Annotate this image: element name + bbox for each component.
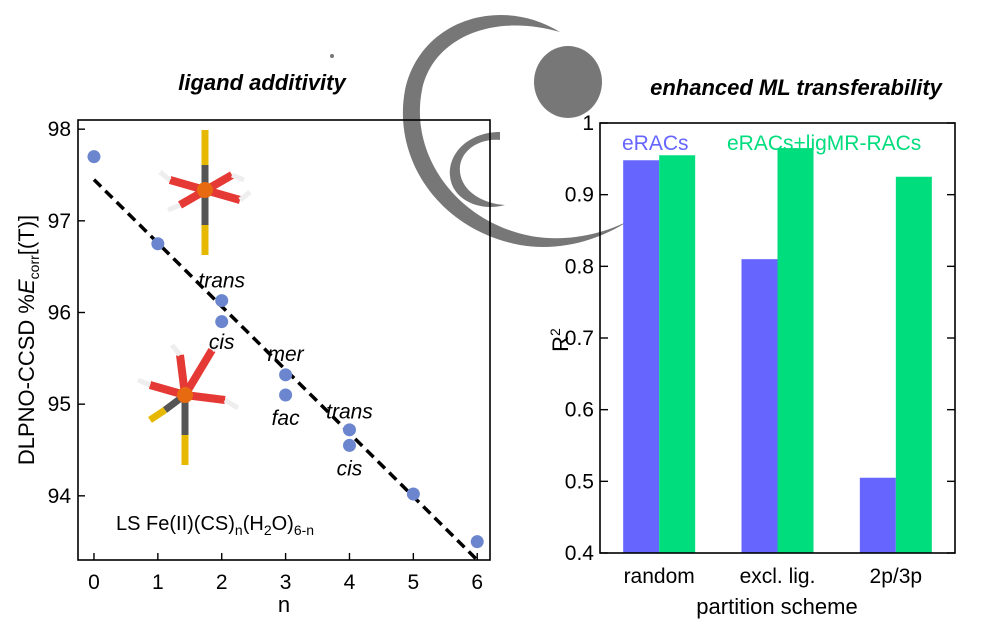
scatter-x-tick-label: 5 — [408, 571, 420, 594]
bar-y-tick-label: 1 — [582, 112, 594, 135]
bar-y-tick-label: 0.6 — [565, 399, 594, 422]
bar-y-tick-label: 0.4 — [565, 542, 595, 565]
logo-speck — [330, 54, 334, 58]
isomer-label: trans — [198, 269, 245, 292]
bar-category-label: random — [624, 565, 695, 588]
bar-y-tick-label: 0.7 — [565, 327, 594, 350]
scatter-x-axis-title: n — [278, 592, 290, 617]
bar-x-ticks: random excl. lig. 2p/3p — [624, 565, 923, 588]
legend-item-eRACs-ligMR-RACs: eRACs+ligMR-RACs — [727, 132, 921, 155]
isomer-label: trans — [326, 401, 373, 424]
scatter-y-tick-label: 96 — [48, 302, 71, 325]
scatter-x-tick-label: 2 — [216, 571, 228, 594]
bar-series — [623, 148, 932, 554]
isomer-labels: trans cis mer fac trans cis — [198, 269, 373, 480]
scatter-plot-frame — [77, 119, 491, 561]
scatter-y-tick-label: 97 — [48, 210, 71, 233]
scatter-x-tick-label: 3 — [280, 571, 292, 594]
bar-y-ticks: 0.4 0.5 0.6 0.7 0.8 0.9 1 — [565, 112, 955, 565]
scatter-point — [279, 388, 293, 402]
bar-eRACs — [859, 477, 896, 553]
bar-x-axis-title: partition scheme — [696, 594, 857, 619]
scatter-point — [470, 535, 484, 549]
bar-category-label: 2p/3p — [870, 565, 923, 588]
isomer-label: cis — [209, 331, 235, 354]
scatter-x-ticks: 0 1 2 3 4 5 6 — [88, 553, 483, 594]
bar-eRACs — [623, 160, 660, 553]
scatter-point — [215, 315, 229, 329]
swirl-logo — [330, 14, 630, 248]
trans-molecule-image — [158, 130, 252, 255]
bar-y-tick-label: 0.9 — [565, 184, 594, 207]
bar-eRACs — [741, 259, 778, 553]
scatter-chart: 0 1 2 3 4 5 6 94 95 96 97 98 — [14, 118, 491, 617]
bar-y-tick-label: 0.8 — [565, 255, 594, 278]
bar-category-label: excl. lig. — [740, 565, 816, 588]
scatter-point — [87, 150, 101, 164]
scatter-x-tick-label: 6 — [471, 571, 483, 594]
bar-eRACs-ligMR-RACs — [895, 176, 932, 553]
scatter-x-tick-label: 4 — [344, 571, 356, 594]
scatter-x-tick-label: 1 — [152, 571, 164, 594]
scatter-point — [279, 368, 293, 382]
scatter-y-tick-label: 94 — [48, 485, 72, 508]
legend-item-eRACs: eRACs — [622, 132, 689, 155]
scatter-points — [87, 150, 484, 549]
scatter-y-ticks: 94 95 96 97 98 — [48, 118, 85, 508]
logo-outer-arc — [402, 14, 630, 248]
isomer-label: cis — [337, 457, 363, 480]
bar-y-tick-label: 0.5 — [565, 470, 594, 493]
scatter-y-tick-label: 95 — [48, 393, 71, 416]
isomer-label: mer — [268, 343, 305, 366]
scatter-point — [342, 423, 356, 437]
isomer-label: fac — [272, 407, 301, 430]
scatter-point — [342, 438, 356, 452]
logo-inner-arc — [449, 132, 505, 207]
scatter-x-tick-label: 0 — [88, 571, 100, 594]
scatter-point — [406, 487, 420, 501]
bar-chart: 0.4 0.5 0.6 0.7 0.8 0.9 1 random excl. lig. 2p/3… — [547, 112, 956, 619]
right-heading: enhanced ML transferability — [650, 75, 944, 100]
scatter-y-axis-title: DLPNO-CCSD %Ecorr[(T)] — [14, 215, 42, 465]
scatter-point — [215, 294, 229, 308]
logo-dot — [534, 46, 602, 118]
scatter-point — [151, 237, 165, 251]
system-label: LS Fe(II)(CS)n(H2O)6-n — [116, 513, 314, 538]
cis-molecule-image — [137, 340, 240, 465]
bar-eRACs-ligMR-RACs — [777, 148, 814, 554]
bar-eRACs-ligMR-RACs — [659, 155, 696, 553]
scatter-y-tick-label: 98 — [48, 118, 71, 141]
left-heading: ligand additivity — [178, 70, 347, 95]
bar-y-axis-title: R2 — [547, 328, 573, 352]
